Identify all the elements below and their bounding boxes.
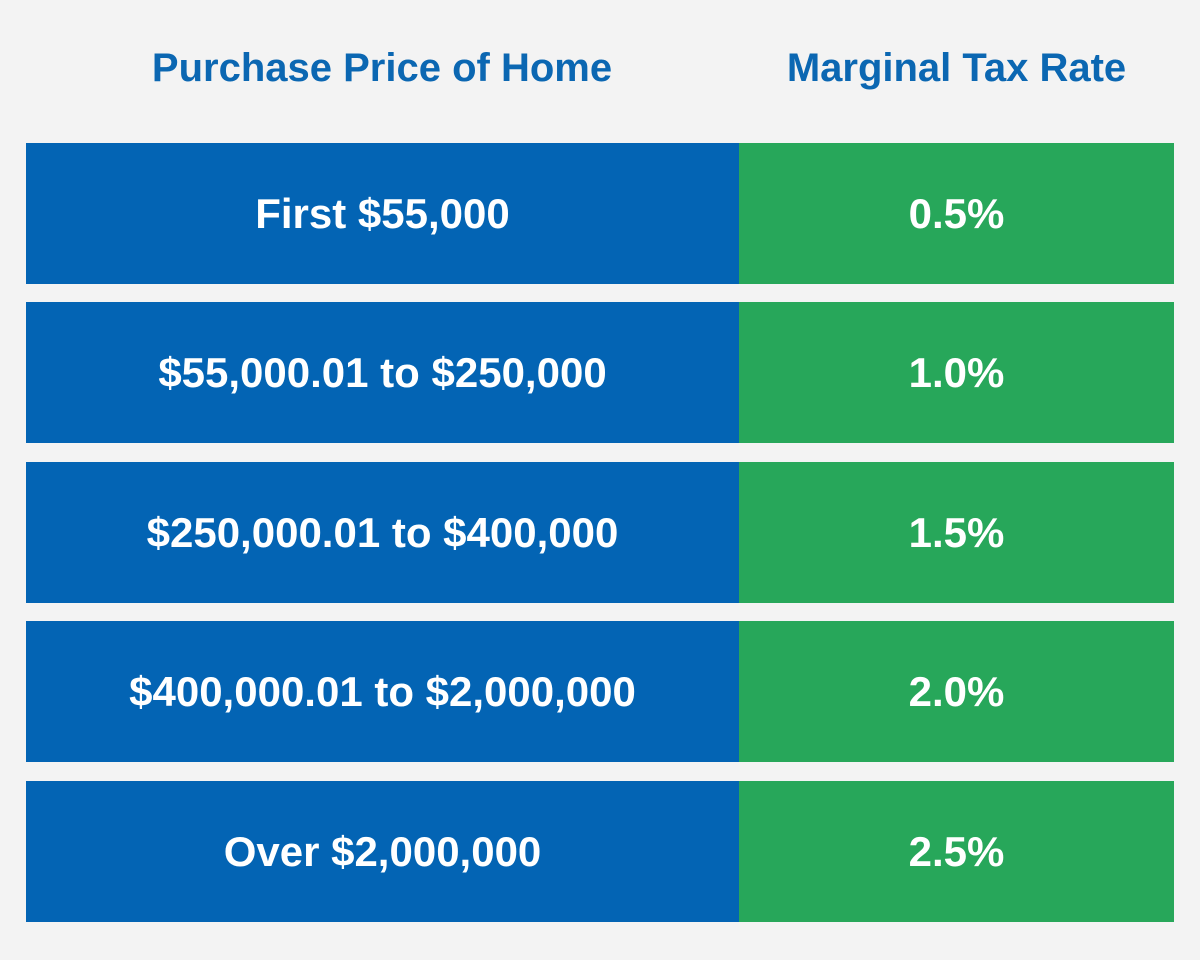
table-row: $400,000.01 to $2,000,000 2.0%	[26, 621, 1174, 762]
purchase-price-cell: Over $2,000,000	[26, 781, 739, 922]
table-header: Purchase Price of Home Marginal Tax Rate	[0, 0, 1200, 143]
marginal-tax-rate-header: Marginal Tax Rate	[786, 46, 1127, 90]
purchase-price-header: Purchase Price of Home	[151, 46, 613, 90]
purchase-price-cell: $250,000.01 to $400,000	[26, 462, 739, 603]
purchase-price-cell: $400,000.01 to $2,000,000	[26, 621, 739, 762]
tax-rate-cell: 1.0%	[739, 302, 1174, 443]
table-row: $55,000.01 to $250,000 1.0%	[26, 302, 1174, 443]
table-row: $250,000.01 to $400,000 1.5%	[26, 462, 1174, 603]
tax-rate-cell: 2.5%	[739, 781, 1174, 922]
purchase-price-cell: $55,000.01 to $250,000	[26, 302, 739, 443]
table-row: Over $2,000,000 2.5%	[26, 781, 1174, 922]
tax-rate-cell: 0.5%	[739, 143, 1174, 284]
tax-rate-cell: 1.5%	[739, 462, 1174, 603]
table-row: First $55,000 0.5%	[26, 143, 1174, 284]
tax-rate-cell: 2.0%	[739, 621, 1174, 762]
purchase-price-cell: First $55,000	[26, 143, 739, 284]
